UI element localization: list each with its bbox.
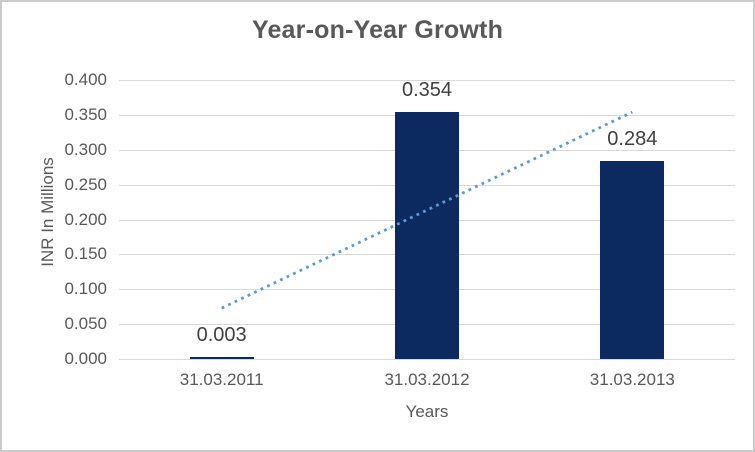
bar-31.03.2013 — [600, 160, 665, 359]
gridline — [119, 80, 735, 81]
y-axis-tick-label: 0.200 — [64, 209, 107, 229]
plot-area — [119, 80, 735, 360]
y-axis-tick-label: 0.100 — [64, 279, 107, 299]
x-axis-tick-label: 31.03.2011 — [179, 370, 264, 389]
y-axis-tick-label: 0.350 — [64, 104, 107, 124]
bar-31.03.2011 — [189, 356, 254, 359]
y-axis-tick-label: 0.250 — [64, 174, 107, 194]
data-label: 0.354 — [401, 79, 453, 102]
x-axis-tick-label: 31.03.2012 — [384, 370, 470, 389]
gridline — [119, 359, 735, 360]
y-axis-tick-label: 0.400 — [64, 70, 107, 89]
y-axis-tick-label: 0.000 — [64, 349, 107, 368]
chart-title: Year-on-Year Growth — [251, 16, 504, 44]
x-axis-title: Years — [405, 402, 449, 421]
data-label: 0.284 — [607, 127, 658, 150]
x-axis-tick-label: 31.03.2013 — [589, 370, 675, 389]
bar-31.03.2012 — [395, 112, 459, 359]
y-axis-tick-label: 0.300 — [64, 139, 107, 159]
y-axis-tick-label: 0.150 — [64, 244, 107, 264]
data-label: 0.003 — [196, 323, 247, 346]
y-axis-tick-label: 0.050 — [64, 314, 107, 334]
